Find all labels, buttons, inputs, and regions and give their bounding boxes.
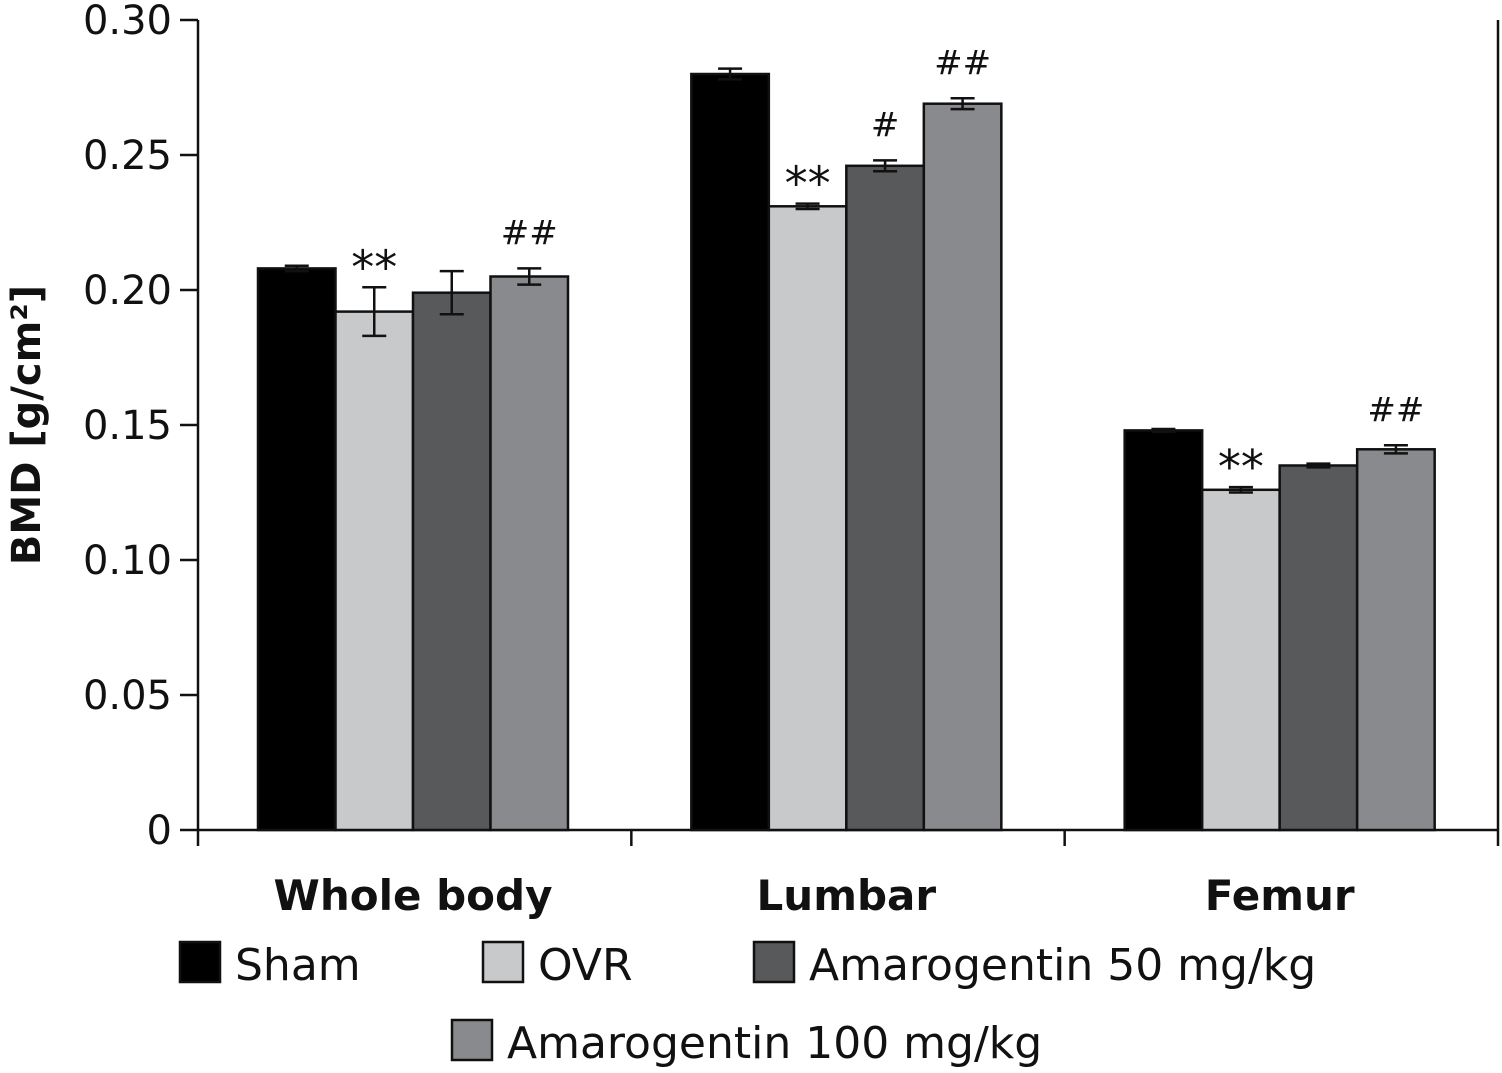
y-tick-label: 0.30 xyxy=(83,0,172,44)
category-label: Whole body xyxy=(274,871,553,920)
legend-label: OVR xyxy=(538,940,633,991)
bar xyxy=(489,275,570,832)
legend-swatch xyxy=(178,940,222,984)
legend-swatch xyxy=(752,940,796,984)
bar xyxy=(256,267,337,832)
bar xyxy=(767,205,848,832)
bar xyxy=(1200,488,1281,832)
bar xyxy=(690,72,771,832)
significance-label: ** xyxy=(351,240,397,294)
bar xyxy=(1123,429,1204,832)
axes: 0 0.05 0.10 0.15 0.20 0.25 0.30 Whole body Lumba… xyxy=(83,0,1500,920)
significance-label: # xyxy=(871,105,900,145)
bar xyxy=(845,164,926,832)
legend-label: Amarogentin 100 mg/kg xyxy=(507,1018,1042,1069)
bar xyxy=(1278,464,1359,832)
bar xyxy=(411,291,492,832)
legend-swatch xyxy=(481,940,525,984)
legend-label: Sham xyxy=(235,940,361,991)
significance-label: ## xyxy=(501,213,558,253)
category-label: Lumbar xyxy=(757,871,937,920)
category-label: Femur xyxy=(1205,871,1355,920)
legend-label: Amarogentin 50 mg/kg xyxy=(809,940,1316,991)
y-tick-label: 0 xyxy=(147,808,172,854)
significance-label: ## xyxy=(1367,390,1424,430)
bar xyxy=(334,310,415,832)
significance-label: ** xyxy=(1218,440,1264,494)
y-tick-label: 0.20 xyxy=(83,268,172,314)
bar xyxy=(922,102,1003,832)
y-tick-label: 0.15 xyxy=(83,403,172,449)
legend: Sham OVR Amarogentin 50 mg/kg Amarogentin 1… xyxy=(178,940,1316,1069)
significance-label: ## xyxy=(934,43,991,83)
significance-label: ** xyxy=(785,157,831,211)
legend-swatch xyxy=(450,1018,494,1062)
bars: **##**###**## xyxy=(256,43,1436,832)
y-tick-label: 0.10 xyxy=(83,538,172,584)
y-tick-label: 0.25 xyxy=(83,133,172,179)
bar xyxy=(1355,448,1436,832)
y-tick-label: 0.05 xyxy=(83,673,172,719)
y-axis-label: BMD [g/cm²] xyxy=(4,285,50,565)
